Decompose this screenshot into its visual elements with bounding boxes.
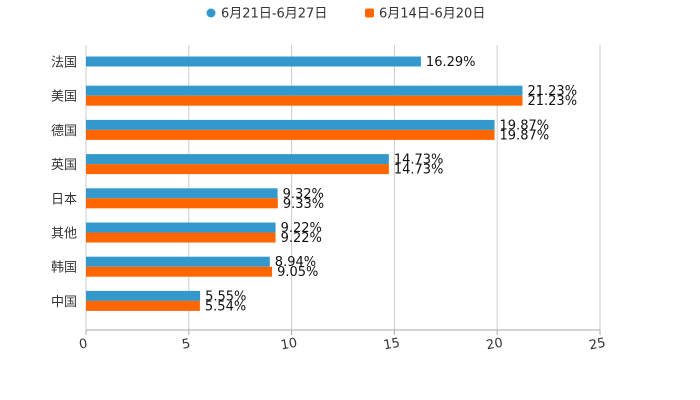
bar-series-2[interactable] bbox=[86, 232, 276, 243]
bar-series-2[interactable] bbox=[86, 95, 523, 106]
legend-marker-series-1 bbox=[206, 8, 216, 18]
x-tick-label: 20 bbox=[485, 336, 504, 354]
bar-series-1[interactable] bbox=[86, 85, 523, 96]
data-label: 9.22% bbox=[281, 221, 322, 236]
bar-series-2[interactable] bbox=[86, 129, 495, 140]
data-label: 8.94% bbox=[275, 255, 316, 270]
bar-series-1[interactable] bbox=[86, 256, 270, 267]
legend-label-series-1[interactable]: 6月21日-6月27日 bbox=[221, 7, 327, 22]
legend-item-series-2[interactable]: 6月14日-6月20日 bbox=[365, 7, 485, 22]
data-label: 9.33% bbox=[283, 197, 324, 212]
category-label: 法国 bbox=[51, 56, 77, 71]
category-label: 中国 bbox=[51, 295, 77, 310]
data-label: 19.87% bbox=[500, 128, 550, 143]
bar-series-1[interactable] bbox=[86, 119, 495, 130]
bar-series-1[interactable] bbox=[86, 154, 389, 165]
data-label: 21.23% bbox=[527, 94, 577, 109]
category-label: 其他 bbox=[51, 227, 77, 242]
category-label: 韩国 bbox=[51, 261, 77, 276]
bar-series-1[interactable] bbox=[86, 222, 276, 233]
bar-series-2[interactable] bbox=[86, 164, 389, 175]
legend-label-series-2[interactable]: 6月14日-6月20日 bbox=[379, 7, 485, 22]
x-tick-label: 25 bbox=[588, 336, 607, 354]
bar-series-1[interactable] bbox=[86, 188, 278, 199]
data-label: 14.73% bbox=[394, 153, 444, 168]
bars: 16.29% 21.23%21.23% 19.87%19.87% 14.73%14.7… bbox=[86, 55, 577, 314]
category-label: 美国 bbox=[51, 90, 77, 105]
data-label: 5.55% bbox=[205, 289, 246, 304]
category-label: 日本 bbox=[51, 192, 77, 207]
bar-series-1[interactable] bbox=[86, 56, 421, 67]
category-label: 英国 bbox=[51, 158, 77, 173]
bar-series-2[interactable] bbox=[86, 300, 200, 311]
x-tick-label: 5 bbox=[181, 336, 192, 352]
data-label: 21.23% bbox=[527, 84, 577, 99]
bar-series-2[interactable] bbox=[86, 198, 278, 209]
data-label: 16.29% bbox=[426, 55, 476, 70]
x-tick-label: 15 bbox=[382, 336, 401, 354]
legend[interactable]: 6月21日-6月27日 6月14日-6月20日 bbox=[206, 7, 486, 22]
x-tick-label: 10 bbox=[280, 336, 299, 354]
x-tick-label: 0 bbox=[78, 336, 89, 352]
legend-marker-series-2 bbox=[365, 8, 374, 18]
data-label: 9.22% bbox=[281, 231, 322, 246]
data-label: 5.54% bbox=[205, 299, 246, 314]
legend-item-series-1[interactable]: 6月21日-6月27日 bbox=[206, 7, 328, 22]
data-label: 19.87% bbox=[500, 118, 550, 133]
bar-series-1[interactable] bbox=[86, 290, 201, 301]
bar-series-2[interactable] bbox=[86, 266, 273, 277]
data-label: 14.73% bbox=[394, 163, 444, 178]
category-label: 德国 bbox=[51, 124, 77, 139]
data-label: 9.05% bbox=[277, 265, 318, 280]
data-label: 9.32% bbox=[283, 187, 324, 202]
x-axis: 0 5 10 15 20 25 bbox=[78, 329, 607, 354]
